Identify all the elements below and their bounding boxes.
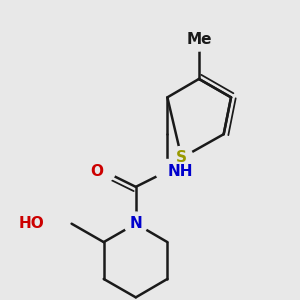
Text: Me: Me	[186, 32, 212, 47]
Circle shape	[126, 214, 145, 233]
Text: N: N	[129, 216, 142, 231]
Circle shape	[94, 162, 113, 181]
Circle shape	[170, 146, 193, 170]
Circle shape	[156, 160, 179, 183]
Circle shape	[158, 162, 177, 181]
Circle shape	[33, 212, 56, 235]
Text: S: S	[176, 150, 187, 165]
Circle shape	[188, 28, 211, 51]
Text: NH: NH	[167, 164, 193, 178]
Text: O: O	[91, 164, 104, 178]
Circle shape	[124, 212, 147, 235]
Circle shape	[190, 30, 208, 49]
Circle shape	[172, 148, 191, 167]
Text: HO: HO	[19, 216, 45, 231]
Circle shape	[92, 160, 115, 183]
Circle shape	[35, 214, 54, 233]
